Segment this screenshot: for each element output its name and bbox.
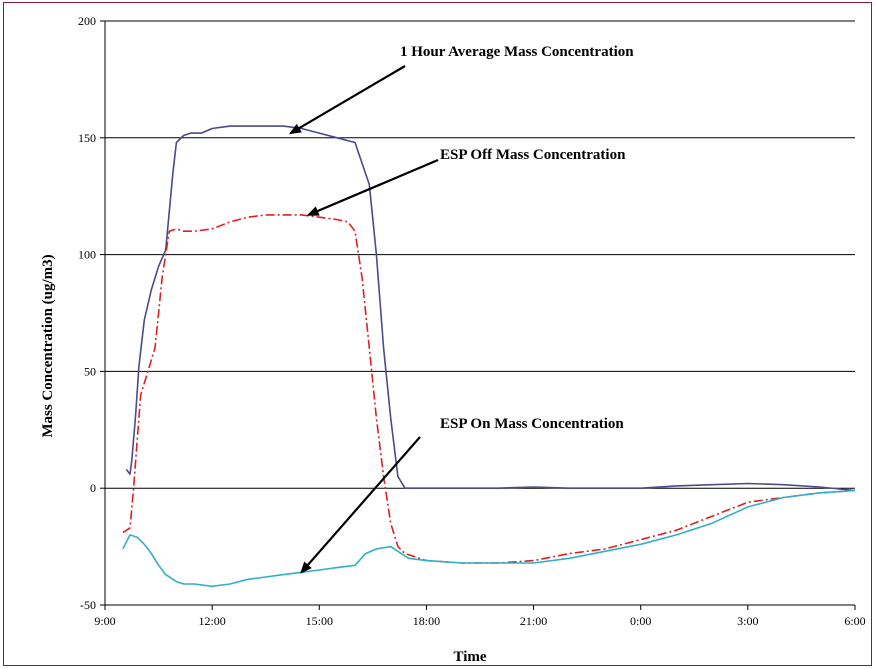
x-tick-label-6: 3:00 [737,614,758,628]
y-tick-label-2: 50 [84,364,96,378]
y-tick-label-5: 200 [78,14,96,28]
axes [100,20,856,610]
annotation-arrow-2 [300,436,421,574]
x-tick-label-1: 12:00 [198,614,225,628]
x-tick-label-7: 6:00 [844,614,865,628]
annotation-label-2: ESP On Mass Concentration [440,416,624,432]
annotations: 1 Hour Average Mass Concentration ESP Off… [288,44,634,574]
y-tick-labels: -50 0 50 100 150 200 [78,14,96,612]
chart-frame [3,2,872,666]
x-tick-label-2: 15:00 [306,614,333,628]
y-tick-label-1: 0 [90,481,96,495]
annotation-label-1: ESP Off Mass Concentration [440,147,626,163]
annotation-label-0: 1 Hour Average Mass Concentration [400,44,634,60]
annotation-arrow-1 [306,158,439,216]
x-tick-labels: 9:00 12:00 15:00 18:00 21:00 0:00 3:00 6:00 [94,614,865,628]
x-axis-title: Time [453,649,486,665]
x-tick-label-3: 18:00 [413,614,440,628]
y-tick-label-4: 150 [78,131,96,145]
x-tick-label-4: 21:00 [520,614,547,628]
grid-lines [105,20,855,606]
series-line-0 [125,125,856,492]
x-tick-label-5: 0:00 [630,614,651,628]
series-lines [122,125,856,588]
y-tick-label-0: -50 [80,598,96,612]
annotation-arrow-0 [288,65,406,135]
series-line-1 [122,214,856,564]
x-tick-label-0: 9:00 [94,614,115,628]
series-line-2 [122,489,856,588]
y-tick-label-3: 100 [78,248,96,262]
y-axis-title: Mass Concentration (ug/m3) [40,254,56,437]
